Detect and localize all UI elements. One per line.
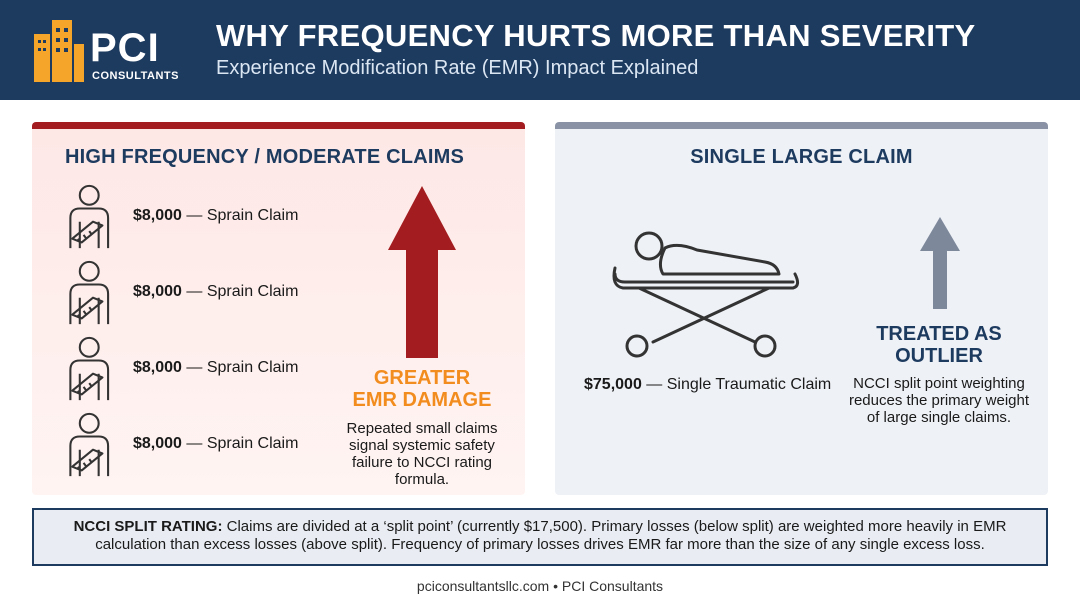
note: Repeated small claims signal systemic sa… — [346, 420, 498, 488]
callout-line: OUTLIER — [895, 345, 983, 367]
logo-icon-part — [38, 28, 68, 52]
footnote-text: Claims are divided at a ‘split point’ (c… — [95, 518, 1007, 553]
claim-label: — Sprain Claim — [186, 359, 299, 376]
logo-icon — [34, 20, 84, 82]
logo-text: PCI — [90, 26, 160, 70]
stretcher-icon-part — [637, 286, 771, 344]
logo-icon-part — [34, 34, 50, 82]
person-icon-part — [70, 338, 108, 400]
claim-amount: $75,000 — [584, 376, 642, 393]
claim-amount: $8,000 — [133, 359, 182, 376]
stretcher-icon-part — [612, 231, 800, 358]
claim: $75,000 — Single Traumatic Claim — [584, 376, 831, 394]
logo-icon-part — [52, 20, 72, 82]
right-panel: SINGLE LARGE CLAIM $75,000 — Single Trau… — [555, 122, 1048, 495]
logo-icon-part — [64, 48, 68, 52]
footer: pciconsultantsllc.com • PCI Consultants — [0, 578, 1080, 594]
claim: $8,000 — Sprain Claim — [133, 435, 298, 453]
stretcher-icon-part — [625, 334, 649, 358]
logo-icon-part — [74, 44, 84, 82]
panel-title: HIGH FREQUENCY / MODERATE CLAIMS — [65, 146, 465, 168]
header: PCI CONSULTANTS WHY FREQUENCY HURTS MORE… — [0, 0, 1080, 100]
footnote-lead: NCCI SPLIT RATING: — [73, 518, 223, 535]
logo-icon-part — [56, 38, 60, 42]
gray-arrow-part — [920, 217, 960, 309]
logo-icon-part — [43, 48, 46, 51]
stretcher-icon — [612, 231, 800, 358]
footer-company: PCI Consultants — [561, 578, 664, 594]
person-icon — [64, 184, 122, 250]
footer-site: pciconsultantsllc.com — [416, 578, 550, 594]
logo-icon-part — [38, 40, 41, 43]
claim-amount: $8,000 — [133, 435, 182, 452]
person-icon-part — [70, 414, 108, 476]
logo-icon-part — [56, 48, 60, 52]
logo-icon-part — [43, 40, 46, 43]
logo-subtext: CONSULTANTS — [92, 70, 179, 82]
note: NCCI split point weighting reduces the p… — [848, 375, 1030, 426]
logo-icon-part — [38, 48, 41, 51]
person-icon — [64, 412, 122, 478]
subtitle: Experience Modification Rate (EMR) Impac… — [216, 57, 699, 79]
red-arrow — [388, 186, 456, 358]
logo-icon-part — [64, 28, 68, 32]
claim-label: — Single Traumatic Claim — [646, 376, 832, 393]
claim-label: — Sprain Claim — [186, 207, 299, 224]
claim-label: — Sprain Claim — [186, 435, 299, 452]
stretcher-icon-part — [753, 334, 777, 358]
footnote: NCCI SPLIT RATING: Claims are divided at… — [32, 508, 1048, 566]
stretcher-icon-part — [613, 272, 795, 284]
claim: $8,000 — Sprain Claim — [133, 283, 298, 301]
callout-line: GREATER — [373, 367, 471, 389]
claim: $8,000 — Sprain Claim — [133, 359, 298, 377]
claim-amount: $8,000 — [133, 283, 182, 300]
left-panel: HIGH FREQUENCY / MODERATE CLAIMS $8,000 … — [32, 122, 525, 495]
logo-icon-part — [56, 28, 60, 32]
callout-line: EMR DAMAGE — [352, 389, 492, 411]
claim: $8,000 — Sprain Claim — [133, 207, 298, 225]
person-icon — [64, 336, 122, 402]
callout-line: TREATED AS — [876, 323, 1002, 345]
logo-icon-part — [64, 38, 68, 42]
person-icon — [64, 260, 122, 326]
callout: TREATED AS OUTLIER — [839, 323, 1039, 367]
claim-amount: $8,000 — [133, 207, 182, 224]
callout: GREATER EMR DAMAGE — [322, 367, 522, 411]
title: WHY FREQUENCY HURTS MORE THAN SEVERITY — [216, 18, 976, 53]
person-icon-part — [70, 262, 108, 324]
footer-separator: • — [553, 578, 558, 594]
panel-title: SINGLE LARGE CLAIM — [690, 146, 913, 168]
red-arrow-part — [388, 186, 456, 358]
person-icon-part — [70, 186, 108, 248]
logo-icon-part — [34, 20, 84, 82]
stretcher-icon-part — [612, 266, 800, 290]
gray-arrow — [920, 217, 960, 309]
stretcher-icon-part — [634, 231, 664, 261]
claim-label: — Sprain Claim — [186, 283, 299, 300]
stretcher-icon-part — [658, 243, 781, 276]
